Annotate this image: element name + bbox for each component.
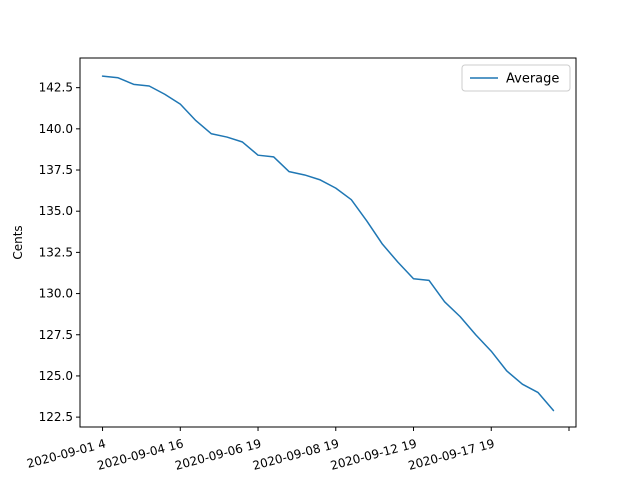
- series-layer: [101, 75, 555, 412]
- x-tick-label: 2020-09-01 4: [25, 436, 107, 471]
- y-tick-label: 125.0: [39, 369, 73, 383]
- y-tick-label: 130.0: [39, 287, 73, 301]
- x-tick-label: 2020-09-04 16: [96, 436, 185, 473]
- y-tick-label: 122.5: [39, 410, 73, 424]
- y-tick-label: 140.0: [39, 122, 73, 136]
- x-tick-label: 2020-09-12 19: [329, 436, 418, 473]
- y-tick-label: 127.5: [39, 328, 73, 342]
- legend-label-average: Average: [506, 72, 559, 87]
- y-tick-label: 137.5: [39, 163, 73, 177]
- y-axis-ticks: 122.5 125.0 127.5 130.0 132.5 135.0 137.5 140.0…: [39, 81, 80, 424]
- x-tick-label: 2020-09-06 19: [173, 436, 262, 473]
- y-tick-label: 132.5: [39, 245, 73, 259]
- series-line-average: [101, 75, 555, 412]
- legend-box: [461, 64, 571, 92]
- x-tick-label: 2020-09-17 19: [407, 436, 496, 473]
- legend: Average: [461, 64, 571, 92]
- plot-area: [80, 58, 576, 427]
- plot-frame: [79, 57, 577, 428]
- y-axis-label: Cents: [11, 225, 25, 259]
- y-tick-label: 135.0: [39, 204, 73, 218]
- x-tick-label: 2020-09-08 19: [251, 436, 340, 473]
- y-tick-label: 142.5: [39, 81, 73, 95]
